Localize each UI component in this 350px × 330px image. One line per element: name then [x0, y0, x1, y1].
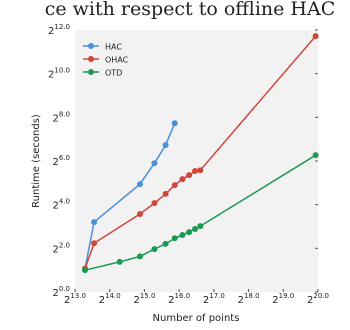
- legend-marker: [88, 69, 94, 75]
- y-tick-label: 26.0: [52, 154, 70, 168]
- data-point: [162, 142, 169, 149]
- data-point: [171, 182, 178, 189]
- y-tick-label: 24.0: [52, 198, 70, 212]
- y-tick-label-base: 2: [52, 244, 58, 255]
- y-tick-label-base: 2: [52, 157, 58, 168]
- data-point: [192, 168, 199, 175]
- legend-label: OTD: [105, 69, 122, 78]
- legend-marker: [88, 43, 94, 49]
- data-point: [192, 225, 199, 232]
- plot-background: [75, 30, 318, 292]
- y-tick-label-exponent: 0.0: [59, 285, 70, 293]
- data-point: [137, 181, 144, 188]
- data-point: [312, 33, 319, 40]
- data-point: [162, 240, 169, 247]
- y-tick-label-base: 2: [52, 288, 58, 299]
- y-tick-label-exponent: 12.0: [54, 23, 70, 31]
- legend-label: OHAC: [105, 56, 129, 65]
- data-point: [162, 190, 169, 197]
- x-tick-label-base: 2: [203, 295, 209, 306]
- x-tick-label: 219.0: [272, 292, 294, 306]
- data-point: [186, 172, 193, 179]
- data-point: [81, 267, 88, 274]
- x-axis-label: Number of points: [153, 313, 240, 324]
- y-tick-label: 212.0: [48, 23, 70, 37]
- y-tick-label-base: 2: [48, 26, 54, 37]
- legend-marker: [88, 56, 94, 62]
- x-tick-label-base: 2: [99, 295, 105, 306]
- x-tick-label-exponent: 16.0: [175, 292, 191, 300]
- y-tick-label-exponent: 6.0: [59, 154, 70, 162]
- data-point: [197, 167, 204, 174]
- y-tick-label: 28.0: [52, 110, 70, 124]
- y-tick-label-exponent: 10.0: [54, 67, 70, 75]
- x-tick-label-base: 2: [64, 295, 70, 306]
- x-tick-label: 216.0: [168, 292, 190, 306]
- y-tick-label-exponent: 2.0: [59, 241, 70, 249]
- y-tick-label: 22.0: [52, 241, 70, 255]
- data-point: [179, 232, 186, 239]
- x-tick-label-exponent: 17.0: [209, 292, 225, 300]
- x-tick-label: 220.0: [307, 292, 329, 306]
- x-tick-label-exponent: 18.0: [244, 292, 260, 300]
- data-point: [137, 210, 144, 217]
- x-tick-label-base: 2: [307, 295, 313, 306]
- x-tick-label: 213.0: [64, 292, 86, 306]
- y-tick-label-base: 2: [48, 70, 54, 81]
- y-tick-label-base: 2: [52, 113, 58, 124]
- data-point: [197, 223, 204, 230]
- x-tick-label: 215.0: [133, 292, 155, 306]
- x-tick-label-exponent: 15.0: [140, 292, 156, 300]
- x-tick-label-base: 2: [238, 295, 244, 306]
- x-tick-label-exponent: 14.0: [105, 292, 121, 300]
- data-point: [151, 200, 158, 207]
- y-tick-label: 20.0: [52, 285, 70, 299]
- data-point: [151, 160, 158, 167]
- data-point: [312, 152, 319, 159]
- chart-title: ce with respect to offline HAC: [45, 0, 336, 20]
- data-point: [186, 229, 193, 236]
- data-point: [91, 219, 98, 226]
- y-tick-label-exponent: 4.0: [59, 198, 70, 206]
- x-tick-label-exponent: 19.0: [279, 292, 295, 300]
- data-point: [151, 246, 158, 253]
- x-tick-label-base: 2: [133, 295, 139, 306]
- y-axis-label: Runtime (seconds): [31, 114, 42, 208]
- legend-label: HAC: [105, 43, 122, 52]
- x-tick-label-base: 2: [168, 295, 174, 306]
- data-point: [171, 120, 178, 127]
- series-line: [84, 123, 176, 269]
- x-tick-label: 218.0: [238, 292, 260, 306]
- y-tick-label-exponent: 8.0: [59, 110, 70, 118]
- x-tick-label: 217.0: [203, 292, 225, 306]
- data-point: [116, 258, 123, 265]
- x-tick-label: 214.0: [99, 292, 121, 306]
- data-point: [179, 176, 186, 183]
- y-tick-label: 210.0: [48, 67, 70, 81]
- data-point: [137, 253, 144, 260]
- x-tick-label-exponent: 20.0: [313, 292, 329, 300]
- data-point: [91, 240, 98, 247]
- x-tick-label-exponent: 13.0: [70, 292, 86, 300]
- data-point: [171, 235, 178, 242]
- x-tick-label-base: 2: [272, 295, 278, 306]
- y-tick-label-base: 2: [52, 201, 58, 212]
